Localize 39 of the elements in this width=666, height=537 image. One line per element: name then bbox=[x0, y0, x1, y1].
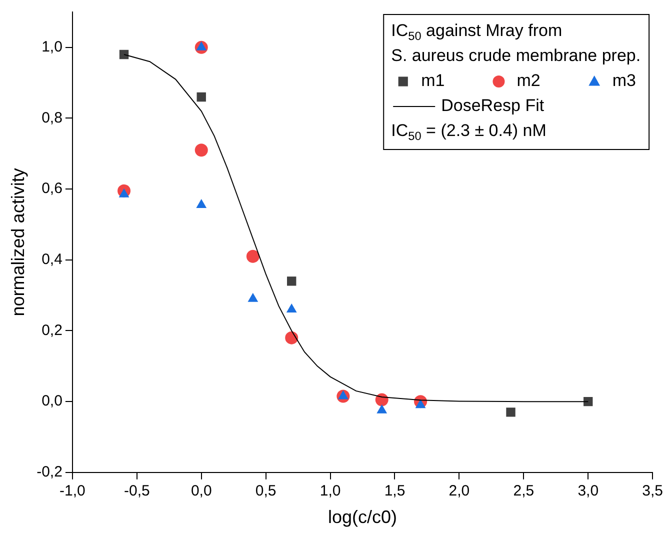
x-tick-label: 3,5 bbox=[642, 482, 664, 500]
point bbox=[506, 408, 516, 417]
point bbox=[415, 399, 426, 408]
x-tick-label: 0,5 bbox=[255, 482, 276, 500]
x-tick-label: -0,5 bbox=[124, 482, 150, 500]
point bbox=[119, 50, 129, 60]
legend-label: DoseResp Fit bbox=[441, 96, 544, 116]
point bbox=[285, 331, 298, 344]
x-tick-label: 0,0 bbox=[190, 482, 212, 500]
x-tick-label: -1,0 bbox=[60, 482, 86, 500]
point bbox=[196, 41, 207, 50]
point bbox=[287, 276, 296, 286]
point bbox=[376, 404, 388, 414]
x-tick-label: 1,0 bbox=[320, 482, 341, 500]
x-tick-label: 3,0 bbox=[578, 482, 599, 500]
y-tick-label: 1,0 bbox=[42, 38, 62, 56]
x-axis-title: log(c/c0) bbox=[328, 507, 398, 528]
legend-label: m1 bbox=[421, 71, 445, 90]
y-axis-title: normalized activity bbox=[8, 168, 28, 316]
x-tick-label: 2,5 bbox=[513, 482, 534, 500]
y-tick-label: 0,4 bbox=[42, 251, 62, 268]
y-tick-label: 0,8 bbox=[42, 109, 62, 126]
point bbox=[196, 92, 206, 102]
point bbox=[246, 250, 260, 263]
legend-label: m2 bbox=[516, 71, 540, 90]
y-tick-label: 0,6 bbox=[42, 180, 62, 198]
point bbox=[584, 396, 593, 406]
point bbox=[248, 292, 258, 302]
legend-label: m3 bbox=[612, 71, 636, 90]
y-tick-label: 0,0 bbox=[42, 392, 62, 410]
point bbox=[286, 303, 297, 312]
x-tick-label: 2,0 bbox=[448, 482, 470, 500]
x-tick-label: 1,5 bbox=[384, 482, 406, 500]
point bbox=[196, 199, 207, 208]
y-tick-label: -0,2 bbox=[36, 464, 62, 481]
point bbox=[118, 188, 130, 198]
point bbox=[194, 144, 208, 157]
y-tick-label: 0,2 bbox=[42, 322, 62, 339]
point bbox=[338, 390, 348, 400]
